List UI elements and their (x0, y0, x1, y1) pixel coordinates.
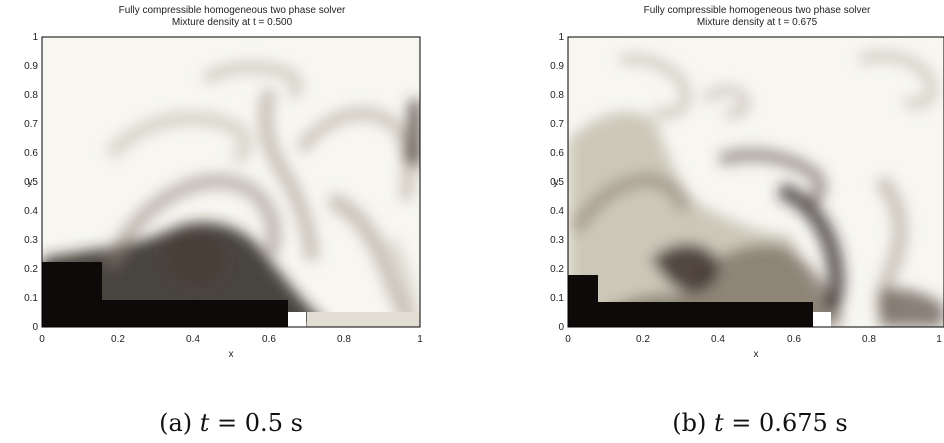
x-tick-label: 0.6 (262, 334, 276, 345)
y-tick-label: 0.5 (24, 177, 38, 188)
y-tick-label: 0.9 (550, 61, 564, 72)
y-tick-label: 0.8 (550, 90, 564, 101)
panel-b-ylabel: y (554, 177, 559, 188)
panel-a-density-field (42, 37, 420, 327)
panel-a-title-line2: Mixture density at t = 0.500 (172, 17, 293, 28)
panel-b-density-field (568, 37, 944, 327)
panel-b: Fully compressible homogeneous two phase… (550, 5, 944, 360)
y-tick-label: 0 (558, 322, 564, 333)
y-tick-label: 0 (32, 322, 38, 333)
panel-a-y-ticks: 0 0.1 0.2 0.3 0.4 0.5 0.6 0.7 0.8 0.9 1 (24, 32, 38, 333)
y-tick-label: 0.6 (550, 148, 564, 159)
panel-a: Fully compressible homogeneous two phase… (24, 5, 423, 360)
x-tick-label: 0.2 (636, 334, 650, 345)
x-tick-label: 1 (417, 334, 423, 345)
panel-b-xlabel: x (754, 349, 759, 360)
x-tick-label: 0 (39, 334, 45, 345)
caption-a-variable: t (199, 409, 210, 437)
y-tick-label: 1 (32, 32, 38, 43)
y-tick-label: 0.2 (24, 264, 38, 275)
caption-b: (b) t = 0.675 s (640, 408, 880, 438)
panel-b-axes-frame (567, 36, 944, 328)
x-tick-label: 0.4 (186, 334, 200, 345)
caption-b-label: (b) (672, 409, 707, 437)
x-tick-label: 0 (565, 334, 571, 345)
panel-a-x-ticks: 0 0.2 0.4 0.6 0.8 1 (39, 334, 423, 345)
y-tick-label: 0.3 (24, 235, 38, 246)
panel-b-x-ticks: 0 0.2 0.4 0.6 0.8 1 (565, 334, 942, 345)
panel-a-ylabel: y (28, 177, 33, 188)
caption-b-value: = 0.675 s (723, 409, 848, 437)
panel-a-obstacle (288, 312, 306, 327)
y-tick-label: 0.1 (24, 293, 38, 304)
caption-b-variable: t (714, 409, 724, 437)
y-tick-label: 0.4 (550, 206, 564, 217)
y-tick-label: 0.2 (550, 264, 564, 275)
caption-a-value: = 0.5 s (209, 409, 303, 437)
caption-a-label: (a) (159, 409, 193, 437)
y-tick-label: 0.7 (550, 119, 564, 130)
x-tick-label: 0.6 (787, 334, 801, 345)
y-tick-label: 0.6 (24, 148, 38, 159)
y-tick-label: 0.7 (24, 119, 38, 130)
y-tick-label: 0.3 (550, 235, 564, 246)
panel-b-title-line2: Mixture density at t = 0.675 (697, 17, 818, 28)
y-tick-label: 0.4 (24, 206, 38, 217)
panel-b-title-line1: Fully compressible homogeneous two phase… (644, 5, 871, 16)
y-tick-label: 0.5 (550, 177, 564, 188)
x-tick-label: 1 (936, 334, 942, 345)
x-tick-label: 0.8 (862, 334, 876, 345)
x-tick-label: 0.2 (111, 334, 125, 345)
caption-a: (a) t = 0.5 s (131, 408, 331, 438)
x-tick-label: 0.4 (711, 334, 725, 345)
panel-a-title-line1: Fully compressible homogeneous two phase… (119, 5, 346, 16)
y-tick-label: 0.9 (24, 61, 38, 72)
y-tick-label: 0.8 (24, 90, 38, 101)
panel-a-xlabel: x (229, 349, 234, 360)
y-tick-label: 1 (558, 32, 564, 43)
panel-b-y-ticks: 0 0.1 0.2 0.3 0.4 0.5 0.6 0.7 0.8 0.9 1 (550, 32, 564, 333)
y-tick-label: 0.1 (550, 293, 564, 304)
panel-b-obstacle (813, 312, 831, 327)
x-tick-label: 0.8 (337, 334, 351, 345)
panel-a-axes-frame (41, 36, 421, 328)
